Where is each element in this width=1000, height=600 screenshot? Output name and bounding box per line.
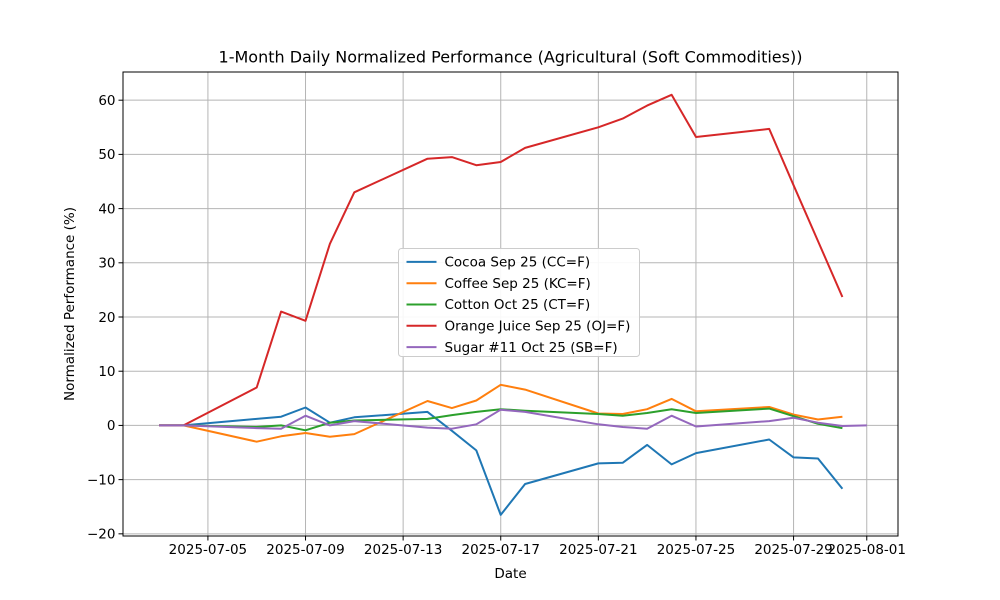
legend-label: Coffee Sep 25 (KC=F) <box>445 276 591 292</box>
series-line-cocoa-sep-25-cc-f- <box>159 406 844 516</box>
series-lines <box>159 93 867 516</box>
series-line-coffee-sep-25-kc-f- <box>159 383 843 443</box>
legend-item: Cocoa Sep 25 (CC=F) <box>406 255 591 271</box>
plot-border <box>122 71 899 537</box>
legend-item: Cotton Oct 25 (CT=F) <box>406 297 591 313</box>
series-line-sugar-11-oct-25-sb-f- <box>159 408 867 430</box>
x-tick-label: 2025-08-01 <box>828 542 906 558</box>
x-tick-label: 2025-07-09 <box>266 542 344 558</box>
y-axis-label: Normalized Performance (%) <box>62 207 78 401</box>
y-tick-label: −20 <box>87 527 116 543</box>
x-tick-label: 2025-07-17 <box>462 542 540 558</box>
legend-item: Coffee Sep 25 (KC=F) <box>406 276 591 292</box>
legend-label: Sugar #11 Oct 25 (SB=F) <box>445 340 618 356</box>
x-tick-label: 2025-07-13 <box>364 542 442 558</box>
x-tick-label: 2025-07-21 <box>559 542 637 558</box>
x-tick-label: 2025-07-05 <box>169 542 247 558</box>
legend-label: Cocoa Sep 25 (CC=F) <box>445 255 591 271</box>
legend-item: Orange Juice Sep 25 (OJ=F) <box>406 319 631 335</box>
y-tick-label: 10 <box>98 364 115 380</box>
y-tick-label: 50 <box>98 147 115 163</box>
x-tick-label: 2025-07-29 <box>754 542 832 558</box>
y-tick-label: −10 <box>87 472 116 488</box>
y-tick-label: 30 <box>98 256 115 272</box>
x-tick-label: 2025-07-25 <box>657 542 735 558</box>
y-tick-label: 60 <box>98 93 115 109</box>
legend-label: Cotton Oct 25 (CT=F) <box>445 297 591 313</box>
legend-item: Sugar #11 Oct 25 (SB=F) <box>406 340 618 356</box>
legend-label: Orange Juice Sep 25 (OJ=F) <box>445 319 631 335</box>
series-line-orange-juice-sep-25-oj-f- <box>159 93 844 427</box>
y-tick-label: 40 <box>98 201 115 217</box>
y-tick-label: 20 <box>98 310 115 326</box>
legend-box <box>398 248 640 357</box>
y-tick-label: 0 <box>107 418 116 434</box>
axis-ticks: 2025-07-05 2025-07-09 2025-07-13 2025-07-17… <box>87 93 906 558</box>
chart-title: 1-Month Daily Normalized Performance (Ag… <box>219 48 803 67</box>
x-axis-label: Date <box>494 566 526 582</box>
legend: Cocoa Sep 25 (CC=F) Coffee Sep 25 (KC=F) C… <box>398 248 640 357</box>
